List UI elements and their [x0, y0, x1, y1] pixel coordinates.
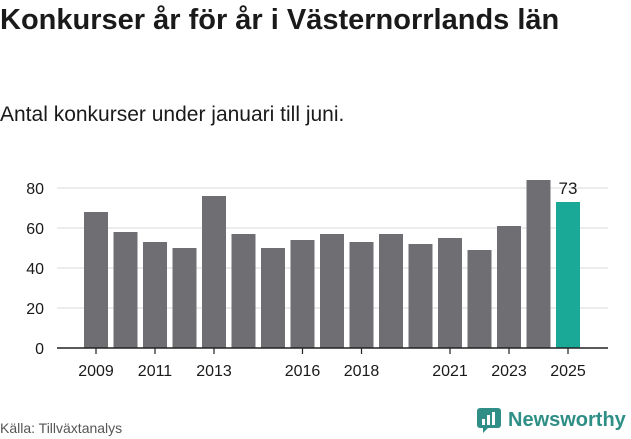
bar	[231, 234, 256, 348]
bar	[202, 196, 226, 348]
x-tick-label: 2021	[432, 363, 468, 380]
y-tick-label: 80	[26, 181, 44, 198]
newsworthy-logo: Newsworthy	[476, 407, 626, 433]
y-tick-label: 40	[26, 261, 44, 278]
chart-title: Konkurser år för år i Västernorrlands lä…	[0, 4, 560, 36]
bar	[379, 234, 403, 348]
bar	[438, 238, 462, 348]
x-tick-label: 2009	[78, 363, 114, 380]
x-tick-label: 2013	[196, 363, 232, 380]
bar	[408, 244, 433, 348]
bar	[556, 202, 580, 348]
bar	[526, 180, 551, 348]
source-note: Källa: Tillväxtanalys	[0, 420, 123, 436]
bar	[143, 242, 167, 348]
x-tick-label: 2018	[344, 363, 380, 380]
y-tick-label: 60	[26, 221, 44, 238]
newsworthy-logo-icon	[477, 408, 501, 433]
bar	[497, 226, 521, 348]
bar	[172, 248, 197, 348]
x-tick-label: 2016	[285, 363, 321, 380]
x-tick-label: 2023	[491, 363, 527, 380]
y-tick-label: 20	[26, 301, 44, 318]
bar-chart: 0 20 40 60 80 73 2009 2011 2013 2016 2018 2021 2023 2…	[26, 179, 608, 380]
bar	[349, 242, 374, 348]
bar	[261, 248, 285, 348]
chart-subtitle: Antal konkurser under januari till juni.	[0, 103, 345, 126]
brand-name: Newsworthy	[508, 408, 626, 431]
bar	[84, 212, 108, 348]
bar	[113, 232, 138, 348]
bar	[290, 240, 315, 348]
data-label: 73	[559, 179, 578, 198]
x-tick-label: 2011	[138, 363, 173, 380]
bar	[320, 234, 344, 348]
bar	[467, 250, 492, 348]
y-tick-label: 0	[35, 341, 44, 358]
x-tick-label: 2025	[550, 363, 586, 380]
